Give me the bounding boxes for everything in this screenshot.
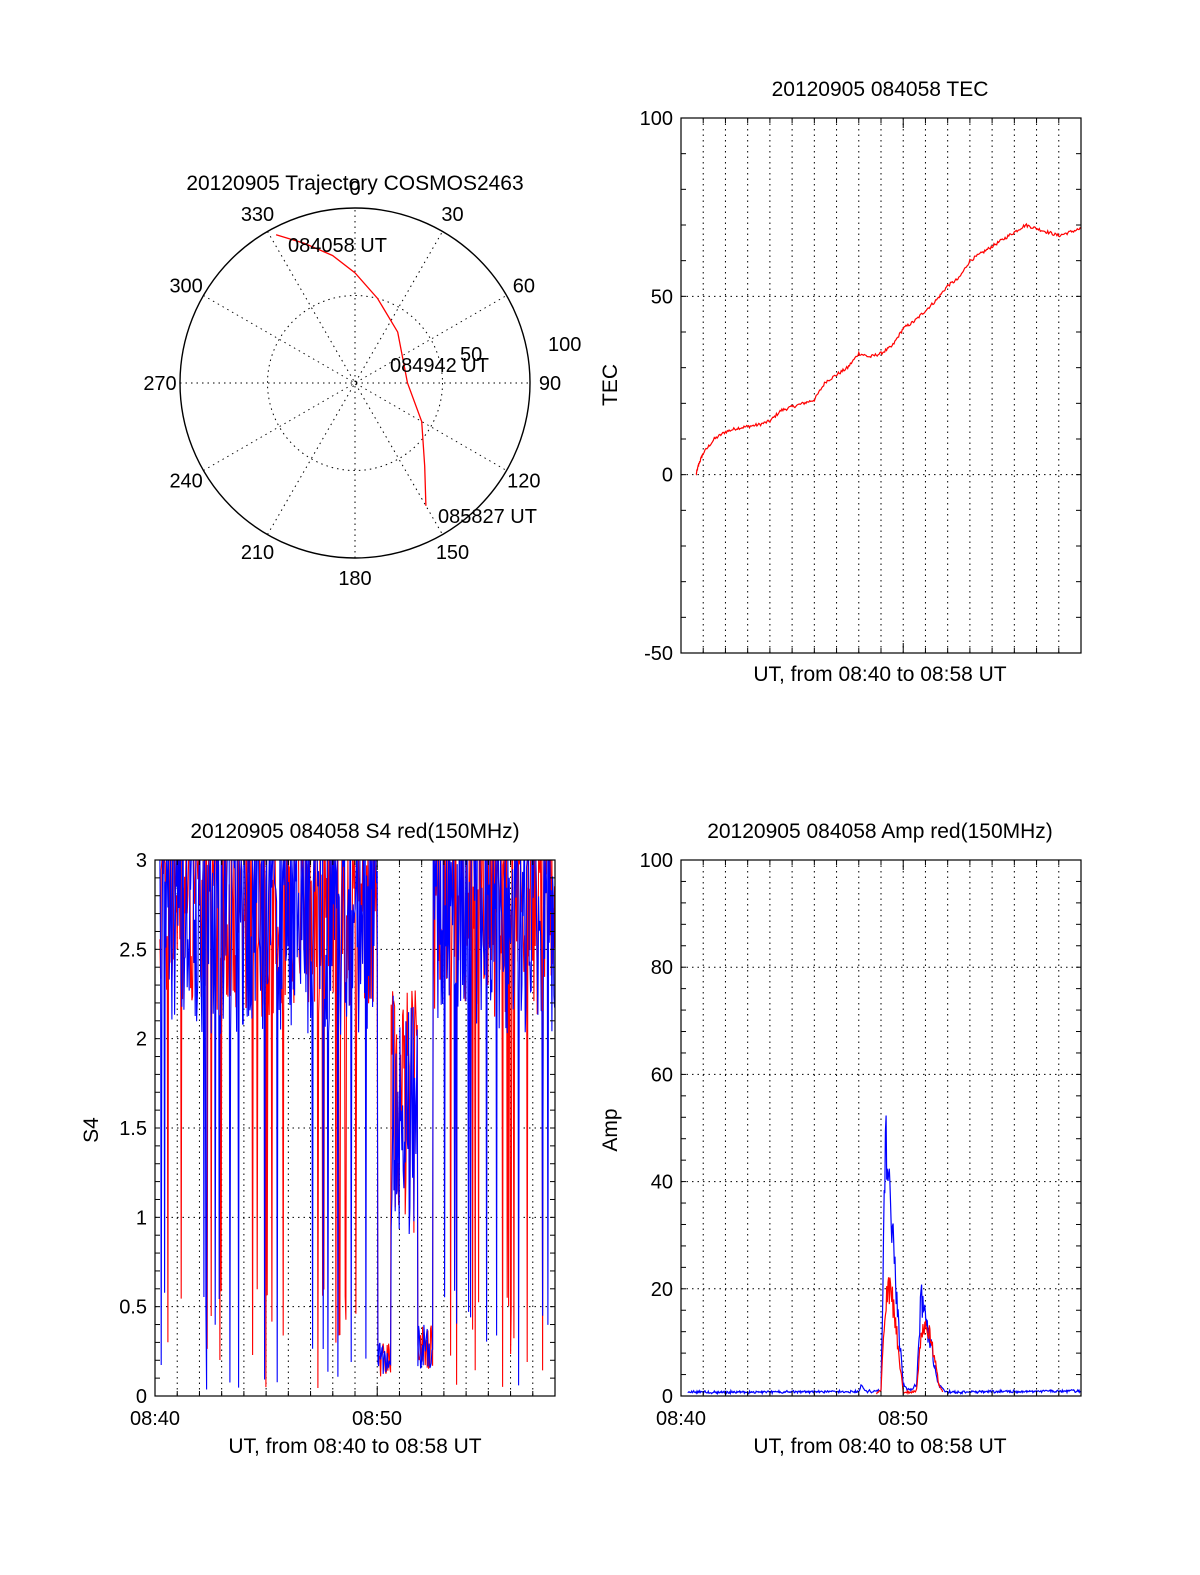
tec-series (695, 222, 1082, 476)
amp-ytick-label: 60 (651, 1064, 673, 1086)
tec-ytick-label: 0 (662, 465, 673, 487)
s4-series (159, 859, 556, 1390)
tec-y-ticks: -50 0 50 100 (640, 108, 1082, 665)
amp-grid (681, 860, 1081, 1396)
amp-ytick-label: 0 (662, 1386, 673, 1408)
amp-title: 20120905 084058 Amp red(150MHz) (707, 820, 1053, 843)
polar-angle-labels: 0 30 60 90 120 150 180 210 240 270 300 330 (143, 178, 561, 590)
amp-ylabel: Amp (599, 1108, 622, 1151)
s4-title: 20120905 084058 S4 red(150MHz) (190, 820, 519, 843)
s4-ytick-label: 0 (136, 1386, 147, 1408)
polar-angle-label: 330 (241, 204, 274, 226)
polar-spoke (203, 295, 507, 471)
tec-panel: 20120905 084058 TEC -50 0 50 100 UT, from 0… (599, 78, 1082, 686)
traj-start-label: 084058 UT (288, 235, 387, 257)
amp-red-line (876, 1277, 944, 1396)
polar-grid (179, 207, 531, 559)
s4-ytick-label: 0.5 (119, 1297, 147, 1319)
s4-ytick-label: 2.5 (119, 939, 147, 961)
tec-xlabel: UT, from 08:40 to 08:58 UT (753, 663, 1006, 686)
tec-ytick-label: 100 (640, 108, 673, 130)
trajectory-line (275, 234, 427, 506)
tec-ytick-label: -50 (644, 643, 673, 665)
polar-angle-label: 210 (241, 542, 274, 564)
polar-angle-label: 120 (507, 471, 540, 493)
polar-inner-ring (267, 295, 443, 471)
tec-line (695, 222, 1082, 476)
polar-radial-label-50: 50 (460, 344, 482, 366)
tec-frame (680, 117, 1082, 654)
polar-angle-label: 90 (539, 373, 561, 395)
amp-ytick-label: 20 (651, 1279, 673, 1301)
polar-angle-label: 0 (349, 178, 360, 200)
polar-angle-label: 240 (169, 471, 202, 493)
amp-xtick-0840: 08:40 (656, 1408, 706, 1430)
polar-spoke (203, 295, 507, 471)
s4-ytick-label: 3 (136, 850, 147, 872)
traj-end-label: 085827 UT (438, 506, 537, 528)
s4-ytick-label: 1 (136, 1207, 147, 1229)
s4-blue-line (159, 859, 556, 1390)
amp-panel: 20120905 084058 Amp red(150MHz) 0 20 40 60 8… (599, 820, 1082, 1458)
amp-y-ticks: 0 20 40 60 80 100 (640, 850, 1082, 1408)
polar-angle-label: 60 (513, 276, 535, 298)
polar-angle-label: 300 (169, 276, 202, 298)
s4-xtick-0840: 08:40 (130, 1408, 180, 1430)
amp-xlabel: UT, from 08:40 to 08:58 UT (753, 1435, 1006, 1458)
polar-angle-label: 180 (338, 568, 371, 590)
polar-spoke (267, 231, 443, 535)
polar-trajectory (275, 234, 427, 506)
polar-spoke (267, 231, 443, 535)
polar-title: 20120905 Trajectory COSMOS2463 (186, 172, 523, 195)
s4-xtick-0850: 08:50 (352, 1408, 402, 1430)
s4-ytick-label: 1.5 (119, 1118, 147, 1140)
s4-ytick-label: 2 (136, 1029, 147, 1051)
amp-ytick-label: 80 (651, 957, 673, 979)
tec-ylabel: TEC (599, 364, 622, 406)
tec-ytick-label: 50 (651, 286, 673, 308)
s4-xlabel: UT, from 08:40 to 08:58 UT (228, 1435, 481, 1458)
polar-angle-label: 270 (143, 373, 176, 395)
amp-blue-line (687, 1115, 1081, 1396)
tec-title: 20120905 084058 TEC (772, 78, 989, 101)
amp-frame (680, 859, 1082, 1397)
s4-panel: 20120905 084058 S4 red(150MHz) 0 0.5 1 1.5 2… (80, 820, 556, 1458)
polar-angle-label: 30 (441, 204, 463, 226)
amp-xtick-0850: 08:50 (878, 1408, 928, 1430)
amp-series (687, 1115, 1081, 1396)
s4-y-ticks: 0 0.5 1 1.5 2 2.5 3 (119, 850, 556, 1408)
traj-mid-label: 084942 UT (390, 355, 489, 377)
tec-grid (681, 118, 1081, 653)
polar-panel: 20120905 Trajectory COSMOS2463 0 30 60 90 12… (143, 172, 581, 590)
s4-ylabel: S4 (80, 1117, 103, 1143)
amp-ytick-label: 100 (640, 850, 673, 872)
polar-radial-label-100: 100 (548, 334, 581, 356)
polar-angle-label: 150 (436, 542, 469, 564)
amp-ytick-label: 40 (651, 1172, 673, 1194)
